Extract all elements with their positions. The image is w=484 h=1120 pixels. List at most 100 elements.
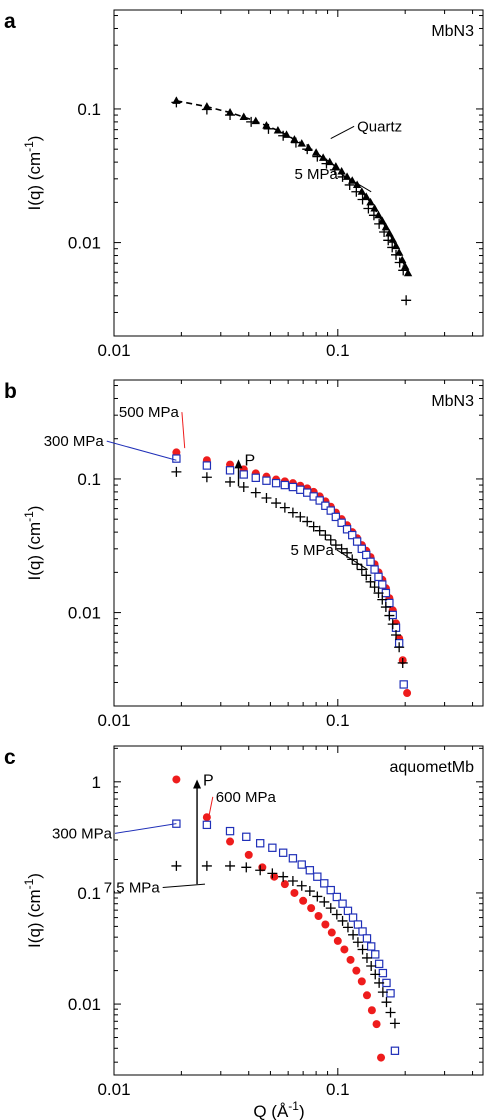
- data-point: [333, 936, 342, 945]
- data-point: [304, 886, 315, 897]
- data-point: [368, 210, 379, 221]
- data-point: [337, 518, 346, 527]
- data-point: [357, 187, 367, 195]
- data-point: [374, 210, 383, 219]
- data-point: [352, 966, 361, 975]
- data-point: [290, 135, 299, 143]
- data-point: [305, 866, 315, 875]
- data-point: [311, 148, 321, 156]
- data-point: [225, 466, 235, 475]
- data-point: [374, 959, 384, 969]
- data-point: [370, 203, 379, 212]
- annotation-label: 300 MPa: [44, 433, 105, 450]
- panel-b: 0.01 0.1 0.01 0.1 b I(q) (cm-1) MbN3 500 MPa 300…: [4, 379, 484, 730]
- data-point: [320, 879, 329, 888]
- data-point: [352, 537, 362, 546]
- data-point: [381, 997, 392, 1008]
- data-point: [370, 565, 379, 574]
- data-point: [401, 295, 412, 306]
- x-axis-label: Q (Å-1): [253, 1099, 304, 1120]
- data-point: [288, 854, 298, 863]
- panel-a: 0.01 0.1 0.01 0.1 a I(q) (cm-1) MbN3 Quartz 5 MP…: [4, 9, 484, 360]
- data-point: [378, 216, 387, 225]
- data-point: [389, 1018, 400, 1029]
- data-point: [278, 130, 289, 141]
- data-point: [278, 871, 289, 882]
- annotation-label: 7.5 MPa: [104, 879, 161, 896]
- data-point: [326, 885, 335, 895]
- x-tick-label: 0.01: [97, 341, 130, 360]
- annotation-leader: [106, 440, 177, 461]
- series-1: [171, 97, 412, 306]
- y-tick-label: 0.01: [68, 995, 101, 1014]
- data-point: [344, 179, 355, 190]
- data-point: [318, 153, 328, 161]
- data-point: [297, 139, 306, 147]
- data-point: [377, 987, 388, 998]
- data-point: [315, 496, 324, 505]
- annotation-label: 600 MPa: [216, 789, 277, 806]
- pressure-arrow-head: [234, 459, 243, 469]
- axis-ticks: [113, 746, 483, 1075]
- sample-tag: aquometMb: [390, 759, 475, 776]
- data-point: [290, 137, 301, 148]
- annotation-label: 5 MPa: [294, 166, 338, 183]
- data-point: [374, 572, 383, 582]
- y-tick-label: 0.1: [77, 470, 101, 489]
- data-point: [384, 610, 395, 621]
- panel-letter: a: [4, 10, 16, 33]
- data-point: [239, 470, 248, 479]
- data-point: [369, 582, 380, 593]
- data-point: [312, 891, 323, 902]
- data-point: [171, 466, 182, 477]
- annotation-leader: [162, 883, 206, 888]
- data-point: [352, 559, 363, 570]
- data-point: [357, 944, 368, 955]
- data-point: [201, 860, 212, 871]
- series-2: [171, 860, 400, 1029]
- data-point: [385, 1007, 396, 1018]
- data-point: [261, 493, 272, 504]
- data-point: [372, 1020, 381, 1029]
- sample-tag: MbN3: [431, 23, 474, 40]
- data-point: [262, 476, 271, 485]
- y-tick-label: 0.01: [68, 234, 101, 253]
- data-point: [352, 937, 363, 948]
- data-point: [225, 860, 236, 871]
- data-point: [321, 158, 332, 169]
- data-point: [385, 228, 394, 237]
- data-point: [343, 906, 353, 916]
- data-point: [263, 123, 274, 134]
- data-point: [202, 461, 212, 470]
- data-point: [363, 203, 374, 214]
- axis-ticks: [113, 380, 483, 707]
- data-point: [297, 860, 306, 869]
- pressure-arrow-head: [193, 779, 202, 789]
- data-point: [379, 227, 390, 238]
- data-point: [346, 955, 355, 964]
- data-point: [255, 865, 266, 876]
- data-point: [287, 876, 298, 887]
- data-point: [308, 521, 319, 532]
- data-point: [394, 248, 404, 256]
- data-point: [330, 540, 341, 551]
- x-tick-label: 0.01: [97, 711, 130, 730]
- data-point: [366, 961, 377, 972]
- y-axis-label: I(q) (cm-1): [22, 506, 44, 581]
- data-point: [225, 476, 236, 487]
- data-point: [327, 928, 336, 937]
- data-point: [403, 689, 412, 698]
- series-1: [172, 454, 408, 689]
- data-point: [279, 502, 290, 513]
- data-point: [378, 968, 388, 978]
- data-point: [398, 265, 409, 276]
- data-point: [332, 892, 342, 902]
- annotation-label: 5 MPa: [290, 542, 334, 559]
- data-point: [280, 880, 289, 889]
- data-point: [302, 516, 313, 527]
- data-point: [366, 557, 375, 566]
- data-point: [361, 952, 372, 963]
- annotation-leader: [336, 549, 368, 570]
- data-point: [321, 920, 330, 929]
- data-point: [357, 194, 368, 205]
